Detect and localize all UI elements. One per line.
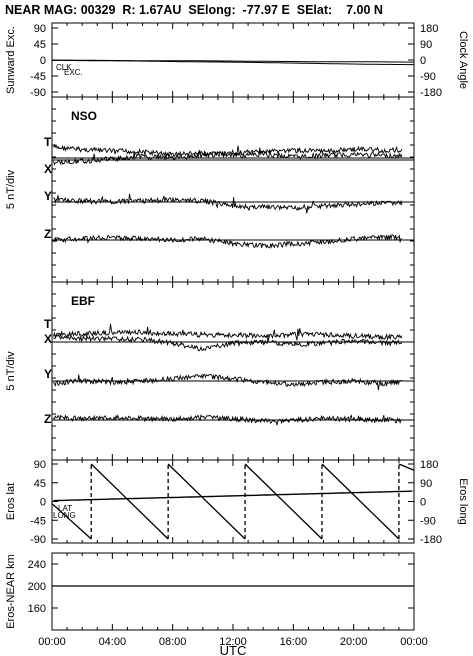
- eros-lat-tick-label: -90: [30, 534, 46, 546]
- ebf-component-label: Y: [44, 367, 52, 381]
- sunward-right-tick-label: -180: [420, 87, 442, 99]
- ebf-series-x: [53, 334, 403, 352]
- x-tick-label: 04:00: [99, 636, 127, 648]
- ebf-series-y: [53, 373, 403, 391]
- eros-lat-tick-label: -45: [30, 515, 46, 527]
- eros-lat-tick-label: 90: [34, 459, 46, 471]
- sunward-series-clk: [52, 59, 414, 63]
- ebf-series-z: [53, 413, 402, 426]
- sunward-left-tick-label: 90: [34, 23, 46, 35]
- nso-series-z: [53, 233, 402, 249]
- sunward-right-tick-label: -90: [420, 71, 436, 83]
- x-tick-label: 08:00: [159, 636, 187, 648]
- panel-frame-nso: [51, 96, 415, 283]
- nso-component-label: Z: [44, 227, 51, 241]
- axis-labels: 90 45 0 -45 -90 180 90 0 -90 -180 Sunward Exc. Cloc…: [5, 23, 469, 656]
- eros-lat-ylabel: Eros lat: [5, 483, 17, 520]
- panel-frame-distance: [51, 552, 415, 631]
- sunward-left-tick-label: -90: [30, 87, 46, 99]
- x-tick-label: 20:00: [340, 636, 368, 648]
- panel-frame-ebf: [51, 281, 415, 461]
- eros-lat-tick-label: 45: [34, 478, 46, 490]
- ebf-series-t: [53, 323, 403, 342]
- x-tick-label: 12:00: [219, 636, 247, 648]
- nso-series-t: [53, 144, 403, 160]
- clock-angle-ylabel: Clock Angle: [457, 31, 469, 89]
- eros-lat-tick-label: 0: [40, 497, 46, 509]
- nso-component-label: X: [44, 162, 52, 176]
- sunward-right-tick-label: 0: [420, 55, 426, 67]
- x-axis-label: UTC: [220, 643, 247, 656]
- eros-long-tick-label: -180: [420, 534, 442, 546]
- nso-panel-label: NSO: [71, 109, 97, 123]
- clk-label: CLK: [56, 63, 72, 72]
- eros-long-series: [51, 503, 92, 540]
- sunward-right-tick-label: 90: [420, 39, 432, 51]
- nso-component-label: Y: [44, 189, 52, 203]
- data-series: [51, 59, 415, 587]
- x-tick-label: 16:00: [280, 636, 308, 648]
- ebf-component-label: Z: [44, 412, 51, 426]
- figure-title: NEAR MAG: 00329 R: 1.67AU SElong: -77.97…: [5, 3, 383, 17]
- sunward-left-tick-label: -45: [30, 71, 46, 83]
- exc-label: EXC.: [64, 68, 83, 77]
- sunward-left-tick-label: 0: [40, 55, 46, 67]
- ebf-panel-label: EBF: [71, 294, 95, 308]
- eros-long-tick-label: 180: [420, 459, 438, 471]
- nso-series-x: [53, 145, 403, 166]
- eros-long-series: [321, 463, 400, 540]
- x-tick-label: 00:00: [38, 636, 66, 648]
- nso-component-label: T: [44, 135, 52, 149]
- ebf-ylabel: 5 nT/div: [5, 351, 17, 391]
- sunward-right-tick-label: 180: [420, 23, 438, 35]
- eros-long-series: [398, 463, 415, 471]
- eros-lat-series: [53, 490, 413, 502]
- eros-long-series: [244, 463, 323, 540]
- distance-ylabel: Eros-NEAR km: [5, 554, 17, 629]
- eros-long-tick-label: -90: [420, 515, 436, 527]
- eros-long-ylabel: Eros long: [457, 478, 469, 524]
- distance-tick-label: 160: [28, 603, 46, 615]
- nso-ylabel: 5 nT/div: [5, 169, 17, 209]
- lat-annotation: LAT: [58, 504, 72, 513]
- sunward-ylabel: Sunward Exc.: [5, 26, 17, 94]
- tick-marks: [51, 23, 415, 630]
- nso-series-y: [53, 193, 403, 214]
- distance-tick-label: 200: [28, 581, 46, 593]
- eros-long-tick-label: 90: [420, 478, 432, 490]
- eros-long-series: [90, 463, 169, 540]
- eros-long-tick-label: 0: [420, 497, 426, 509]
- distance-tick-label: 240: [28, 559, 46, 571]
- ebf-component-label: X: [44, 332, 52, 346]
- ebf-component-label: T: [44, 317, 52, 331]
- sunward-left-tick-label: 45: [34, 39, 46, 51]
- x-tick-label: 00:00: [400, 636, 428, 648]
- eros-long-series: [167, 463, 246, 540]
